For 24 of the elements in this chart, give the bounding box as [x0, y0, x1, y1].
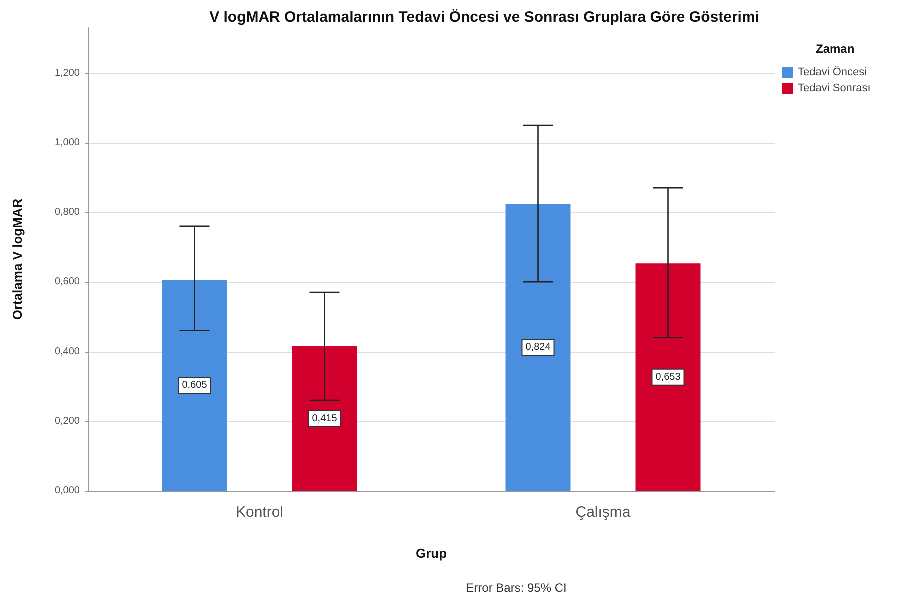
data-label: 0,415	[312, 413, 338, 424]
bar	[506, 204, 571, 491]
chart-title: V logMAR Ortalamalarının Tedavi Öncesi ve Sonrası Gruplara Göre Gösterimi	[210, 9, 760, 26]
data-label: 0,824	[526, 342, 552, 354]
x-tick-label: Çalışma	[576, 504, 632, 521]
bar	[162, 280, 228, 491]
y-tick-label: 1,000	[54, 137, 80, 148]
legend-label: Tedavi Öncesi	[798, 66, 868, 78]
y-tick-label: 0,200	[54, 416, 80, 427]
bar	[636, 264, 701, 491]
y-tick-label: 0,000	[54, 486, 80, 496]
x-tick-label: Kontrol	[236, 504, 284, 521]
data-label: 0,605	[182, 380, 208, 392]
text: Error Bars: 95% CI	[466, 581, 567, 595]
legend-title: Zaman	[816, 42, 855, 56]
y-tick-label: 0,800	[54, 207, 80, 218]
y-tick-label: 1,200	[54, 68, 80, 79]
bar	[292, 346, 358, 491]
y-tick-label: 0,400	[54, 346, 80, 358]
data-label: 0,653	[656, 372, 682, 383]
x-axis-title: Grup	[416, 546, 448, 561]
legend-label: Tedavi Sonrası	[798, 82, 871, 94]
y-axis-title: Ortalama V logMAR	[10, 198, 25, 320]
y-tick-label: 0,600	[54, 276, 80, 288]
